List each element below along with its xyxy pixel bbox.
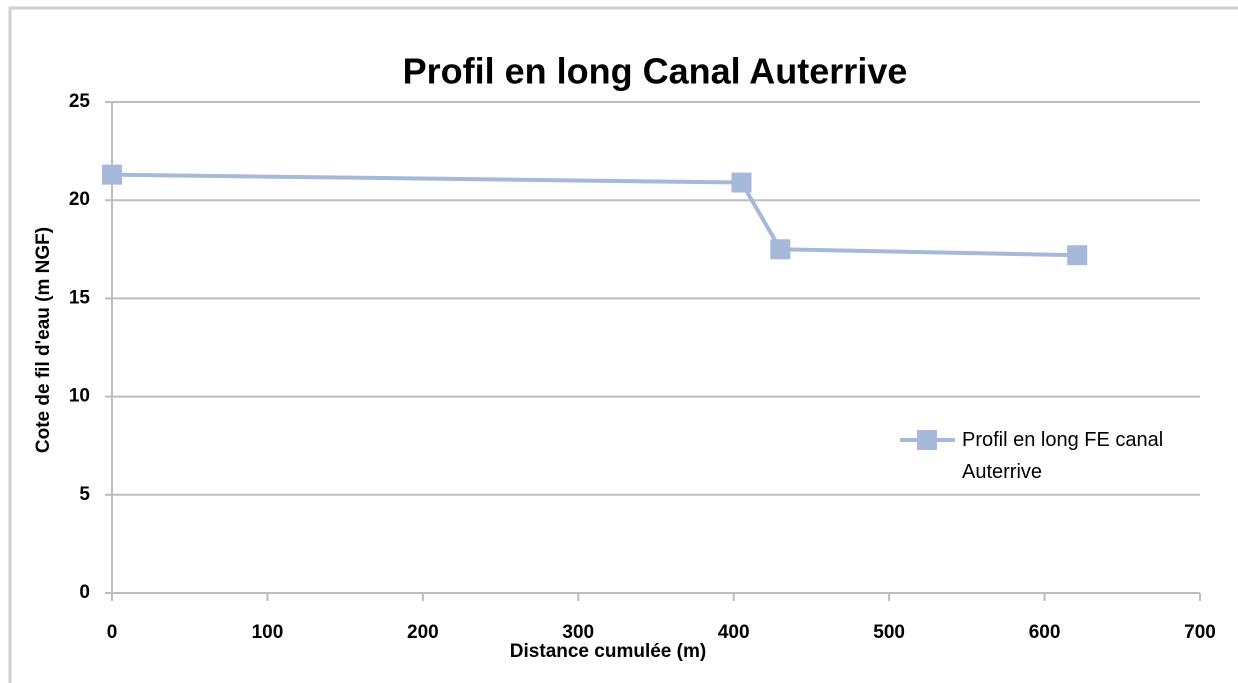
x-tick-label: 600 bbox=[1029, 622, 1061, 643]
x-tick-label: 500 bbox=[873, 622, 905, 643]
x-tick-label: 300 bbox=[562, 622, 594, 643]
chart-frame bbox=[8, 6, 1238, 683]
legend-marker bbox=[917, 430, 937, 450]
y-tick-label: 0 bbox=[79, 582, 90, 603]
x-tick-label: 100 bbox=[252, 622, 284, 643]
x-tick-label: 200 bbox=[407, 622, 439, 643]
legend-label: Profil en long FE canal Auterrive bbox=[962, 429, 1164, 483]
y-tick-label: 20 bbox=[69, 189, 90, 210]
y-tick-label: 10 bbox=[69, 386, 90, 407]
series-line bbox=[111, 172, 1078, 258]
point-marker bbox=[731, 172, 752, 193]
x-tick-label: 0 bbox=[107, 622, 118, 643]
chart-title: Profil en long Canal Auterrive bbox=[403, 51, 908, 92]
x-tick-label: 400 bbox=[718, 622, 750, 643]
point-marker bbox=[102, 164, 122, 185]
y-tick-label: 15 bbox=[69, 287, 91, 308]
y-tick-label: 5 bbox=[79, 484, 90, 505]
point-marker bbox=[1067, 245, 1088, 266]
point-marker bbox=[770, 239, 791, 260]
x-tick-label: 700 bbox=[1184, 622, 1216, 643]
y-tick-label: 25 bbox=[69, 91, 91, 112]
y-axis-label: Cote de fil d'eau (m NGF) bbox=[33, 227, 54, 453]
x-axis-label: Distance cumulée (m) bbox=[510, 641, 706, 662]
